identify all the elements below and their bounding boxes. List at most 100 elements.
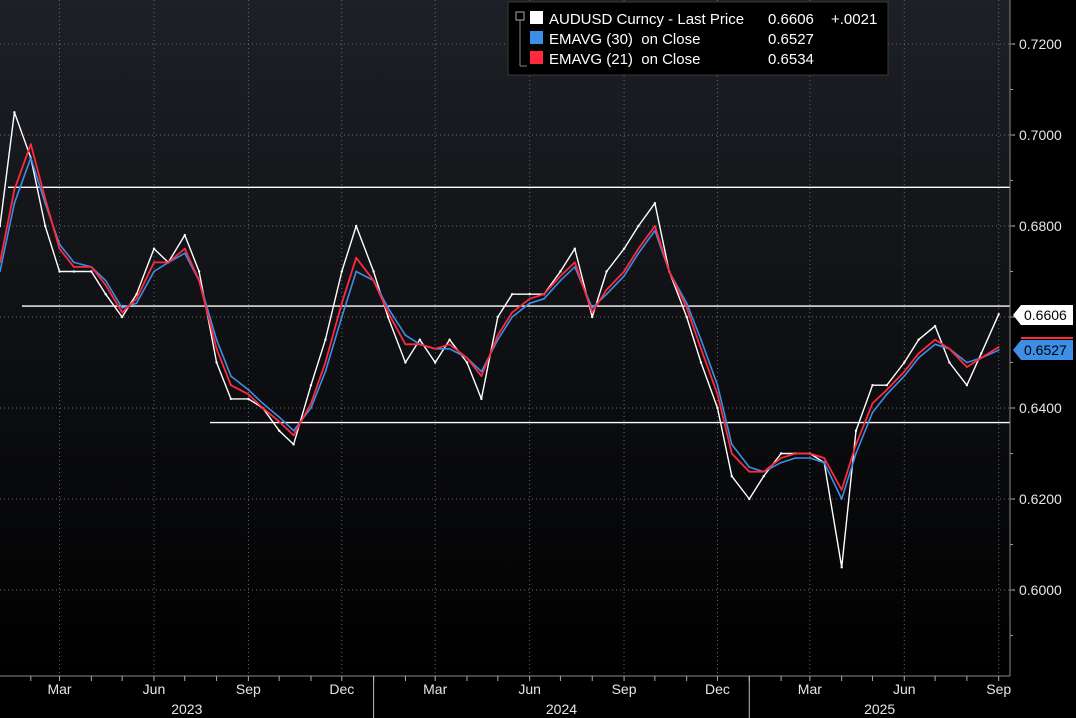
ema30-point	[605, 293, 608, 296]
ema21-point	[292, 434, 295, 437]
ema30-point	[153, 270, 155, 273]
price-point	[980, 352, 983, 355]
price-point	[997, 313, 1000, 316]
ema30-point	[997, 349, 1000, 352]
y-tick-label: 0.6400	[1019, 400, 1062, 416]
ema21-point	[121, 311, 123, 314]
ema30-point	[324, 370, 327, 373]
ema30-point	[135, 302, 138, 305]
y-tick-label: 0.6800	[1019, 218, 1062, 234]
ema30-point	[917, 357, 920, 359]
price-point	[404, 361, 407, 364]
ema30-point	[0, 270, 1, 273]
price-point	[278, 429, 281, 432]
ema21-point	[871, 402, 874, 405]
x-tick-label: Mar	[423, 681, 447, 697]
year-label: 2023	[171, 701, 202, 717]
ema21-point	[511, 311, 514, 314]
ema21-point	[748, 470, 751, 473]
ema21-point	[668, 270, 671, 273]
ema30-point	[448, 347, 451, 350]
ema21-point	[623, 270, 625, 273]
price-point	[653, 202, 657, 205]
y-tick-label: 0.7200	[1019, 36, 1062, 52]
price-point	[324, 338, 327, 341]
ema21-point	[90, 266, 93, 268]
price-point	[948, 361, 951, 364]
ema21-point	[573, 261, 576, 264]
price-point	[120, 315, 124, 319]
last-price-badge-shape	[1013, 305, 1073, 325]
ema30-point	[871, 411, 874, 414]
ema21-point	[948, 347, 951, 350]
ema21-point	[808, 452, 811, 455]
ema30-point	[261, 402, 264, 405]
legend-swatch-ema30	[530, 31, 543, 44]
x-tick-label: Dec	[705, 681, 730, 697]
ema21-point	[730, 452, 733, 455]
price-point	[448, 338, 451, 341]
y-tick-label: 0.6200	[1019, 491, 1062, 507]
ema30-point	[387, 307, 389, 309]
ema21-point	[934, 338, 936, 341]
ema21-point	[823, 457, 826, 459]
year-label: 2025	[864, 701, 895, 717]
ema30-point	[559, 279, 562, 282]
ema21-point	[0, 261, 1, 264]
price-point	[496, 315, 499, 319]
price-point	[355, 224, 358, 228]
ema21-point	[261, 407, 264, 409]
price-point	[854, 429, 858, 432]
price-point	[183, 233, 186, 237]
ema30-badge: 0.6527	[1013, 337, 1073, 360]
x-tick-label: Sep	[612, 681, 637, 697]
ema30-point	[637, 252, 640, 255]
ema21-point	[58, 247, 61, 250]
ema30-badge-text: 0.6527	[1024, 342, 1067, 358]
ema21-point	[591, 311, 594, 314]
ema30-point	[496, 338, 499, 341]
ema30-point	[685, 302, 688, 305]
ema21-point	[29, 143, 32, 146]
price-point	[716, 406, 719, 410]
ema21-point	[387, 311, 389, 314]
price-point	[72, 270, 76, 273]
plot-background	[0, 0, 1010, 676]
price-point	[933, 324, 937, 328]
price-point	[215, 361, 218, 364]
ema30-point	[292, 429, 295, 432]
ema21-point	[917, 352, 920, 355]
legend-label-price: AUDUSD Curncy - Last Price	[549, 11, 744, 28]
ema30-point	[591, 307, 594, 309]
last-price-badge: 0.6606	[1013, 305, 1073, 325]
ema21-point	[355, 256, 358, 259]
last-price-badge-text: 0.6606	[1024, 307, 1067, 323]
ema21-point	[73, 266, 75, 268]
ema30-point	[573, 266, 576, 268]
ema21-point	[716, 393, 719, 396]
ema21-point	[247, 393, 250, 396]
ema30-point	[183, 252, 186, 255]
ema21-point	[372, 279, 375, 282]
legend-swatch-price	[530, 11, 543, 24]
price-point	[0, 224, 2, 228]
price-point	[58, 270, 61, 273]
ema30-point	[903, 375, 906, 377]
ema21-point	[685, 307, 688, 309]
ema30-point	[29, 156, 32, 159]
price-point	[480, 397, 483, 401]
ema30-point	[230, 375, 232, 377]
price-point	[871, 384, 874, 387]
price-point	[229, 397, 233, 401]
price-point	[197, 270, 201, 273]
price-point	[591, 315, 594, 319]
ema21-point	[700, 347, 702, 350]
price-point	[528, 293, 531, 296]
legend-box	[507, 1, 889, 76]
ema30-point	[623, 275, 625, 277]
ema21-point	[404, 343, 407, 346]
ema30-point	[966, 361, 968, 364]
ema21-point	[104, 284, 107, 286]
price-point	[434, 361, 437, 364]
legend-value-ema30: 0.6527	[768, 31, 814, 48]
